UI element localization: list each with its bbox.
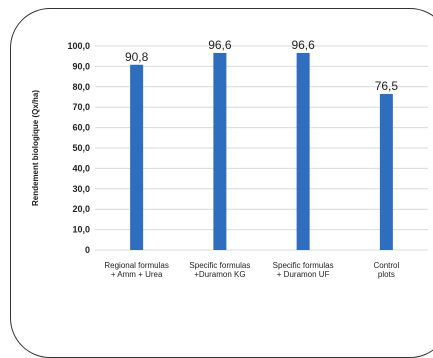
category-labels: Regional formulas + Amm + Urea Specific fo… xyxy=(104,261,399,279)
data-label: 96,6 xyxy=(208,38,232,52)
y-tick-label: 90,0 xyxy=(72,61,90,71)
gridlines xyxy=(95,45,428,251)
bar xyxy=(379,93,393,250)
bar xyxy=(296,52,310,250)
category-label: Regional formulas + Amm + Urea xyxy=(104,261,168,279)
data-labels: 90,8 96,6 96,6 76,5 xyxy=(125,38,398,93)
y-axis-label: Rendement biologique (Qx/ha) xyxy=(31,90,40,206)
y-tick-label: 20,0 xyxy=(72,204,90,214)
bar xyxy=(213,52,227,250)
category-label: Control plots xyxy=(373,261,399,279)
bar-chart: Rendement biologique (Qx/ha) 0 10,0 20,0 30… xyxy=(31,38,428,279)
y-tick-label: 100,0 xyxy=(67,41,90,51)
y-tick-label: 80,0 xyxy=(72,82,90,92)
y-tick-label: 70,0 xyxy=(72,102,90,112)
data-label: 90,8 xyxy=(125,50,149,64)
y-axis-ticks: 0 10,0 20,0 30,0 40,0 50,0 60,0 70,0 80,0 90,0 100… xyxy=(67,41,90,255)
y-tick-label: 30,0 xyxy=(72,184,90,194)
y-tick-label: 0 xyxy=(85,245,90,255)
data-label: 96,6 xyxy=(291,38,315,52)
category-label: Specific formulas +Duramon KG xyxy=(189,261,250,279)
y-tick-label: 40,0 xyxy=(72,163,90,173)
data-label: 76,5 xyxy=(375,79,399,93)
y-tick-label: 60,0 xyxy=(72,123,90,133)
y-tick-label: 50,0 xyxy=(72,143,90,153)
y-tick-label: 10,0 xyxy=(72,225,90,235)
bars xyxy=(130,52,393,250)
bar xyxy=(130,64,144,250)
category-label: Specific formulas + Duramon UF xyxy=(273,261,334,279)
